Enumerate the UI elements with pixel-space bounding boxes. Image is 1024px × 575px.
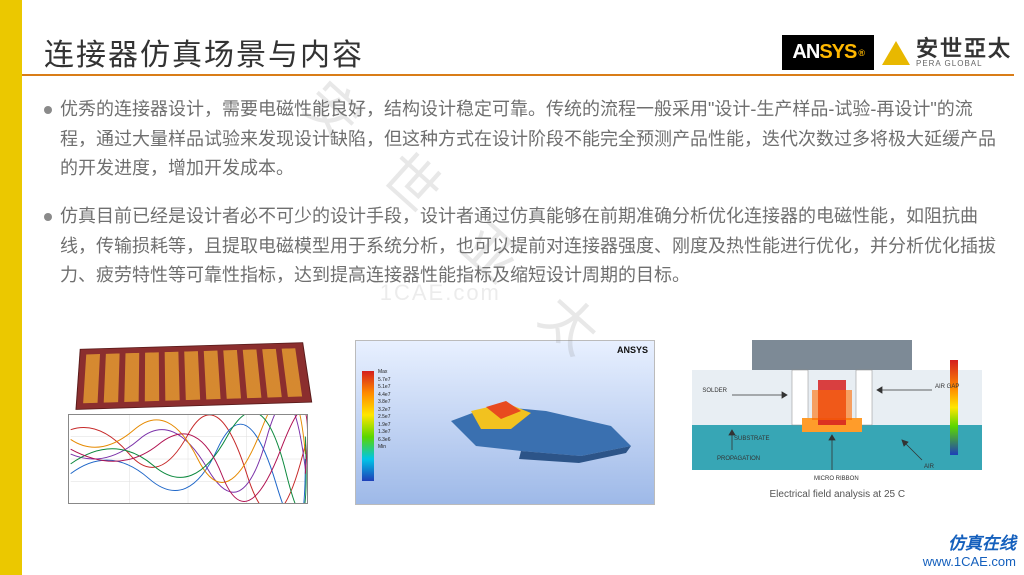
pera-triangle-icon	[882, 41, 910, 65]
corner-brand: 仿真在线 www.1CAE.com	[923, 529, 1016, 569]
ansys-prefix: AN	[792, 41, 819, 64]
label-propagation: PROPAGATION	[717, 456, 760, 462]
label-air: AIR	[924, 464, 935, 470]
label-air-gap: AIR GAP	[935, 384, 959, 390]
sidebar-accent	[0, 0, 22, 575]
bullet-dot-icon	[44, 106, 52, 114]
legend-bar	[362, 371, 374, 481]
field-diagram: SOLDER AIR GAP PROPAGATION SUBSTRATE MIC…	[692, 340, 982, 485]
pera-en: PERA GLOBAL	[916, 60, 1012, 68]
line-plot	[68, 414, 308, 504]
field-caption: Electrical field analysis at 25 C	[770, 489, 906, 500]
corner-cn: 仿真在线	[923, 529, 1016, 554]
ansys-mark: ®	[858, 48, 864, 58]
bracket-svg	[451, 401, 631, 466]
bullet-1-text: 优秀的连接器设计，需要电磁性能良好，结构设计稳定可靠。传统的流程一般采用"设计-…	[60, 95, 996, 184]
logo-group: ANSYS® 安世亞太 PERA GLOBAL	[782, 35, 1012, 74]
ansys-scene: ANSYS Max5.7e75.1e74.4e73.8e73.2e72.5e71…	[355, 340, 655, 505]
legend-values: Max5.7e75.1e74.4e73.8e73.2e72.5e71.9e71.…	[378, 369, 391, 452]
pcb-render	[75, 342, 312, 410]
label-micro-ribbon: MICRO RIBBON	[814, 476, 859, 482]
corner-url: www.1CAE.com	[923, 554, 1016, 569]
header-rule	[22, 74, 1014, 76]
field-svg: SOLDER AIR GAP PROPAGATION SUBSTRATE MIC…	[692, 340, 982, 485]
pera-cn: 安世亞太	[916, 38, 1012, 60]
page-title: 连接器仿真场景与内容	[44, 30, 364, 74]
header: 连接器仿真场景与内容 ANSYS® 安世亞太 PERA GLOBAL	[22, 0, 1024, 74]
content: 优秀的连接器设计，需要电磁性能良好，结构设计稳定可靠。传统的流程一般采用"设计-…	[44, 95, 996, 309]
ansys-logo: ANSYS®	[782, 35, 874, 70]
figure-ansys-stress: ANSYS Max5.7e75.1e74.4e73.8e73.2e72.5e71…	[355, 340, 655, 510]
bullet-2: 仿真目前已经是设计者必不可少的设计手段，设计者通过仿真能够在前期准确分析优化连接…	[44, 202, 996, 291]
bullet-dot-icon	[44, 213, 52, 221]
figure-field: SOLDER AIR GAP PROPAGATION SUBSTRATE MIC…	[692, 340, 982, 510]
ansys-suffix: SYS	[819, 41, 856, 64]
line-plot-svg	[69, 415, 307, 503]
bullet-2-text: 仿真目前已经是设计者必不可少的设计手段，设计者通过仿真能够在前期准确分析优化连接…	[60, 202, 996, 291]
label-substrate: SUBSTRATE	[734, 436, 770, 442]
bullet-1: 优秀的连接器设计，需要电磁性能良好，结构设计稳定可靠。传统的流程一般采用"设计-…	[44, 95, 996, 184]
figure-pcb-plot	[58, 340, 318, 510]
figure-row: ANSYS Max5.7e75.1e74.4e73.8e73.2e72.5e71…	[44, 340, 996, 510]
label-solder: SOLDER	[703, 388, 728, 394]
pera-logo: 安世亞太 PERA GLOBAL	[882, 38, 1012, 68]
ansys-badge: ANSYS	[617, 345, 648, 355]
